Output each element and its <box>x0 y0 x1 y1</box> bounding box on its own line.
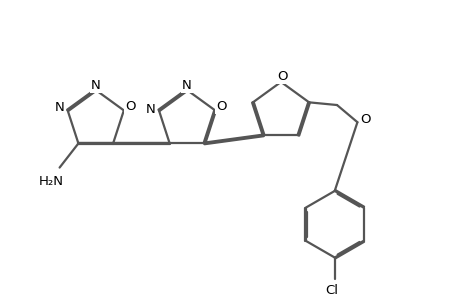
Text: N: N <box>182 79 191 92</box>
Text: N: N <box>91 79 101 92</box>
Text: O: O <box>359 113 370 126</box>
Text: O: O <box>216 100 226 112</box>
Text: H₂N: H₂N <box>39 175 64 188</box>
Text: O: O <box>276 70 287 83</box>
Text: Cl: Cl <box>325 284 338 297</box>
Text: N: N <box>55 101 64 114</box>
Text: O: O <box>125 100 135 112</box>
Text: N: N <box>146 103 156 116</box>
